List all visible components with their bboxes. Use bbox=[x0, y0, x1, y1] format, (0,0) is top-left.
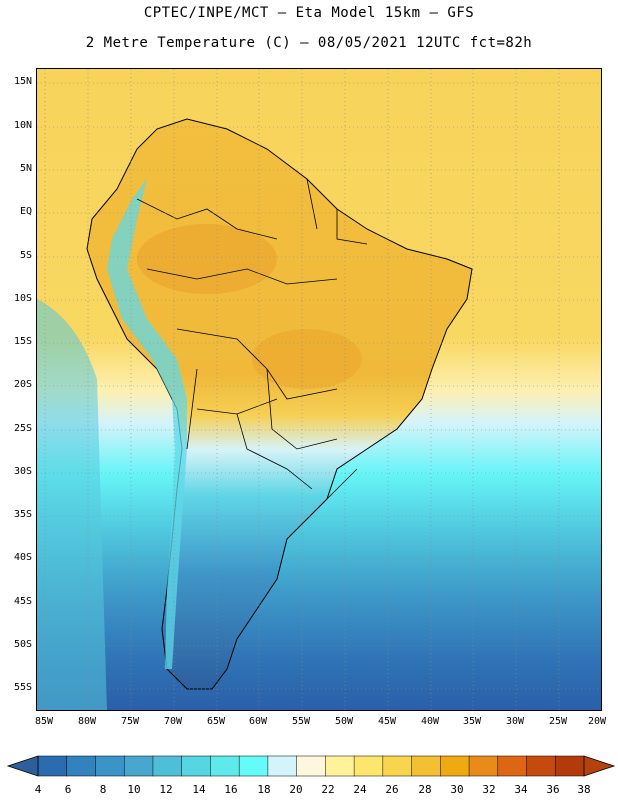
lat-label: 30S bbox=[13, 466, 32, 477]
lat-label: 10N bbox=[13, 120, 32, 131]
colorbar-tick-label: 10 bbox=[127, 783, 141, 796]
colorbar-cell bbox=[555, 755, 585, 777]
lon-label: 60W bbox=[248, 716, 268, 727]
colorbar-tick-label: 32 bbox=[482, 783, 496, 796]
colorbar-tick-label: 24 bbox=[353, 783, 367, 796]
colorbar-tick-label: 22 bbox=[321, 783, 335, 796]
map-canvas bbox=[37, 69, 601, 710]
lat-label: 35S bbox=[13, 509, 32, 520]
lon-label: 30W bbox=[505, 716, 525, 727]
colorbar-cell bbox=[526, 755, 557, 777]
colorbar-cell bbox=[468, 755, 499, 777]
colorbar-tick-label: 36 bbox=[546, 783, 560, 796]
colorbar-tick-label: 8 bbox=[99, 783, 107, 796]
pacific-cool-band bbox=[37, 299, 107, 710]
map-title-line-1: CPTEC/INPE/MCT – Eta Model 15km – GFS bbox=[143, 5, 475, 21]
lon-label: 45W bbox=[377, 716, 397, 727]
colorbar-tick-label: 30 bbox=[450, 783, 464, 796]
colorbar-tick-label: 12 bbox=[159, 783, 173, 796]
colorbar-cell bbox=[411, 755, 442, 777]
colorbar-cell bbox=[497, 755, 528, 777]
amazon-warm-core bbox=[137, 224, 277, 294]
lon-label: 25W bbox=[548, 716, 568, 727]
colorbar-tick-label: 18 bbox=[257, 783, 271, 796]
lon-label: 35W bbox=[462, 716, 482, 727]
country-borders bbox=[136, 178, 368, 520]
lon-label: 70W bbox=[163, 716, 183, 727]
colorbar-tick-label: 6 bbox=[64, 783, 72, 796]
lon-label: 20W bbox=[587, 716, 607, 727]
lat-label: EQ bbox=[19, 206, 32, 217]
colorbar-cell bbox=[325, 755, 355, 777]
colorbar-cell bbox=[123, 755, 154, 777]
lon-label: 85W bbox=[34, 716, 54, 727]
central-warm-core bbox=[252, 329, 362, 389]
colorbar-cell bbox=[181, 755, 212, 777]
lon-label: 55W bbox=[291, 716, 311, 727]
colorbar-tick-label: 16 bbox=[224, 783, 238, 796]
colorbar-cell bbox=[353, 755, 384, 777]
lat-label: 55S bbox=[13, 682, 32, 693]
lon-label: 50W bbox=[334, 716, 354, 727]
colorbar-tick-label: 14 bbox=[192, 783, 206, 796]
lat-label: 5N bbox=[19, 163, 32, 174]
colorbar-cell bbox=[37, 755, 68, 777]
lat-label: 25S bbox=[13, 423, 32, 434]
colorbar-tick-label: 34 bbox=[514, 783, 528, 796]
colorbar-cell bbox=[238, 755, 269, 777]
lat-label: 15S bbox=[13, 336, 32, 347]
colorbar-low-arrow bbox=[6, 755, 39, 777]
colorbar-cell bbox=[296, 755, 327, 777]
colorbar-cell bbox=[210, 755, 240, 777]
colorbar-tick-label: 28 bbox=[418, 783, 432, 796]
lat-label: 20S bbox=[13, 379, 32, 390]
colorbar-tick-label: 38 bbox=[577, 783, 591, 796]
colorbar-cell bbox=[440, 755, 470, 777]
lat-label: 10S bbox=[13, 293, 32, 304]
colorbar-tick-label: 26 bbox=[385, 783, 399, 796]
colorbar-tick-label: 4 bbox=[34, 783, 42, 796]
temperature-map bbox=[36, 68, 602, 711]
lat-label: 5S bbox=[19, 250, 32, 261]
lon-label: 80W bbox=[77, 716, 97, 727]
lon-label: 40W bbox=[420, 716, 440, 727]
colorbar-high-arrow bbox=[583, 755, 616, 777]
colorbar bbox=[6, 755, 616, 777]
colorbar-cell bbox=[267, 755, 298, 777]
map-title-line-2: 2 Metre Temperature (C) – 08/05/2021 12U… bbox=[85, 35, 533, 51]
colorbar-cell bbox=[66, 755, 97, 777]
lat-label: 45S bbox=[13, 596, 32, 607]
lat-label: 40S bbox=[13, 552, 32, 563]
colorbar-cell bbox=[95, 755, 125, 777]
lon-label: 75W bbox=[120, 716, 140, 727]
lat-label: 50S bbox=[13, 639, 32, 650]
lon-label: 65W bbox=[206, 716, 226, 727]
colorbar-cell bbox=[382, 755, 413, 777]
colorbar-cell bbox=[152, 755, 183, 777]
andes-cool-strip bbox=[107, 179, 187, 669]
colorbar-tick-label: 20 bbox=[289, 783, 303, 796]
lat-label: 15N bbox=[13, 76, 32, 87]
